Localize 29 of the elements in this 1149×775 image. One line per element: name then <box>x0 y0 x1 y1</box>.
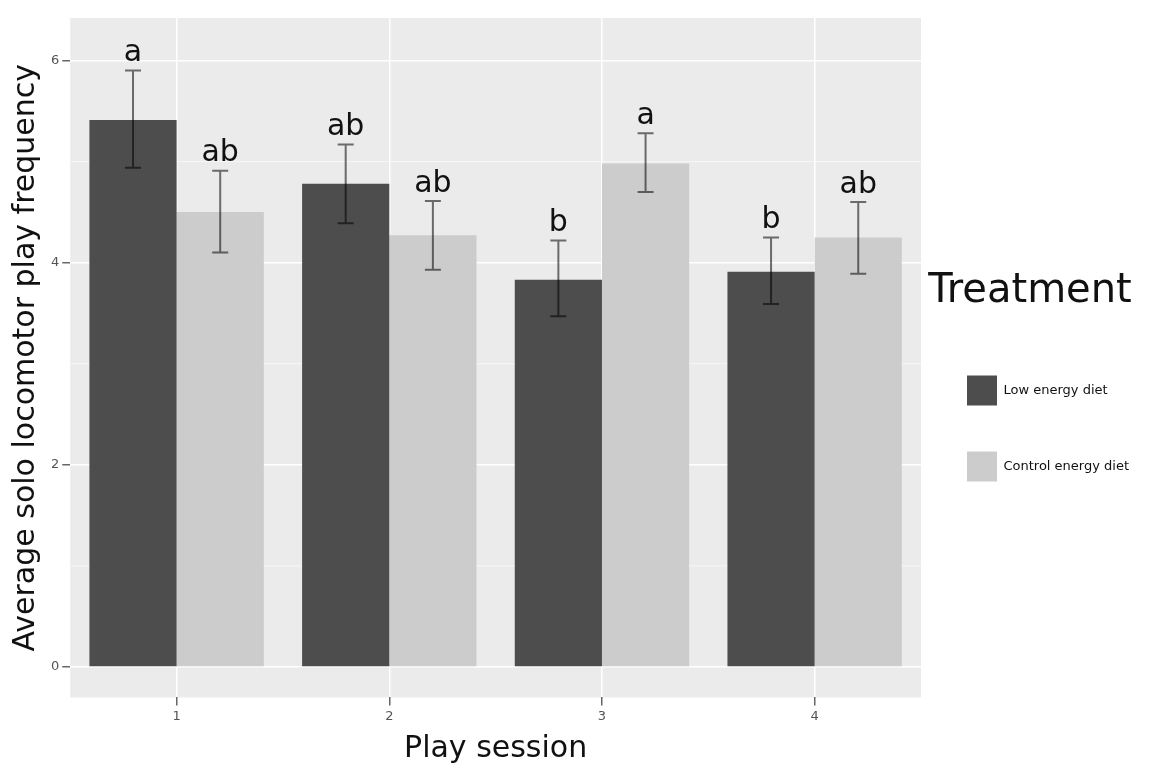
annotation: ab <box>326 107 365 143</box>
legend-title: Treatment <box>927 264 1132 311</box>
y-tick-label: 0 <box>50 658 60 674</box>
x-tick-label: 2 <box>385 707 394 723</box>
bar <box>601 163 690 667</box>
x-axis-title: Play session <box>404 728 588 764</box>
y-tick-label: 4 <box>50 254 60 270</box>
legend-label: Low energy diet <box>1003 381 1108 397</box>
annotation: a <box>123 33 143 69</box>
bar <box>302 183 390 667</box>
bar <box>389 235 477 667</box>
annotation: a <box>636 96 655 132</box>
annotation: ab <box>839 164 877 200</box>
annotation: ab <box>201 133 239 169</box>
annotation: b <box>761 200 781 236</box>
bar <box>727 271 815 667</box>
bar <box>89 120 177 667</box>
legend-label: Control energy diet <box>1003 457 1129 473</box>
y-axis-title: Average solo locomotor play frequency <box>5 63 41 652</box>
annotation: b <box>548 203 568 239</box>
x-tick-label: 4 <box>810 707 819 723</box>
y-tick-label: 6 <box>50 51 60 67</box>
y-tick-label: 2 <box>50 456 60 472</box>
bar <box>176 212 264 667</box>
annotation: ab <box>414 163 452 199</box>
bar <box>514 279 602 667</box>
x-tick-label: 1 <box>172 707 181 723</box>
bar <box>814 237 902 667</box>
x-tick-label: 3 <box>597 707 607 723</box>
